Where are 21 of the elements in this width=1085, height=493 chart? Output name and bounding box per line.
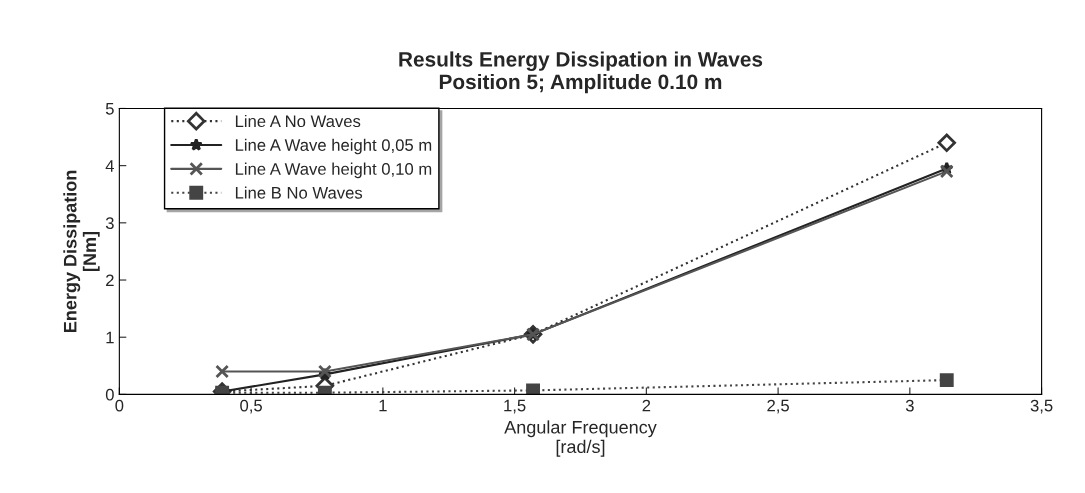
x-tick-label: 3 — [905, 399, 914, 412]
y-tick-label: 5 — [105, 103, 114, 115]
y-tick-label: 2 — [106, 274, 114, 287]
y-tick-label: 3 — [105, 217, 114, 230]
y-tick-label: 0 — [105, 388, 114, 401]
x-tick-label: 3,5 — [1030, 399, 1053, 414]
x-tick-label: 0 — [115, 399, 124, 412]
y-tick-label: 4 — [105, 160, 114, 172]
legend-label: Line A Wave height 0,05 m — [235, 138, 432, 155]
x-tick-label: 2 — [642, 399, 651, 412]
y-axis-title: Energy Dissipation [Nm] — [63, 170, 100, 332]
chart-title: Results Energy Dissipation in Waves Position 5; Amplitude 0.10 m — [399, 51, 763, 94]
x-tick-label: 1,5 — [504, 399, 526, 414]
legend-label: Line B No Waves — [235, 186, 363, 199]
legend-label: Line A Wave height 0,10 m — [235, 162, 432, 179]
x-axis-title: Angular Frequency [rad/s] — [504, 420, 657, 457]
x-tick-label: 0,5 — [240, 399, 262, 414]
legend-label: Line A No Waves — [235, 114, 361, 128]
x-tick-label: 2,5 — [767, 399, 789, 414]
y-tick-label: 1 — [106, 331, 114, 344]
x-tick-label: 1 — [379, 399, 387, 412]
